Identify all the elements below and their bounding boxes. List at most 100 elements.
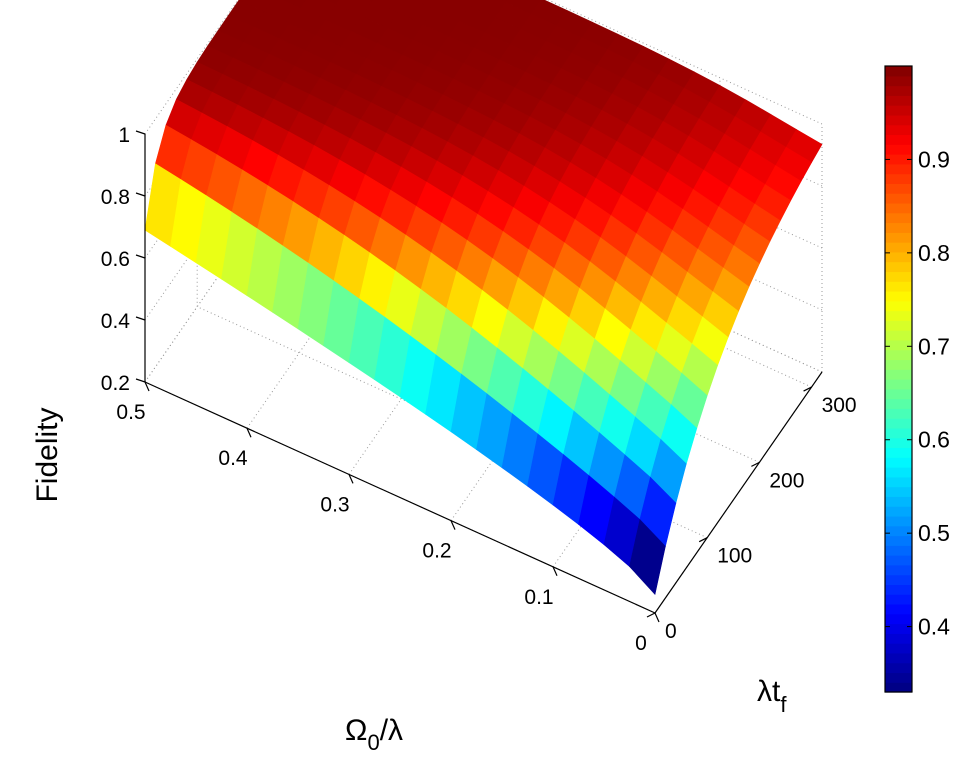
colorbar-step — [885, 202, 912, 214]
colorbar-step — [885, 144, 912, 155]
y-axis-title: λtf — [757, 675, 787, 717]
colorbar-step — [885, 672, 912, 683]
colorbar-step — [885, 662, 912, 674]
colorbar-tick-label: 0.7 — [918, 333, 950, 359]
surface-patch — [456, 0, 474, 7]
colorbar-step — [885, 369, 912, 380]
x-axis-title: Ω0/λ — [345, 714, 403, 755]
colorbar-step — [885, 183, 912, 194]
y-tick-label: 200 — [769, 469, 804, 492]
colorbar-step — [885, 134, 912, 145]
colorbar-step — [885, 603, 912, 615]
colorbar-step — [885, 682, 912, 693]
z-tick-label: 0.6 — [101, 248, 130, 271]
colorbar-step — [885, 114, 912, 126]
colorbar-tick-label: 0.4 — [918, 614, 950, 640]
y-tick-mark — [803, 386, 812, 392]
colorbar-step — [885, 105, 912, 116]
colorbar-step — [885, 310, 912, 321]
colorbar-step — [885, 173, 912, 184]
y-tick-label: 100 — [717, 545, 752, 568]
colorbar-step — [885, 359, 912, 370]
z-tick-mark — [135, 316, 146, 321]
colorbar-step — [885, 535, 912, 546]
colorbar-step — [885, 545, 912, 556]
colorbar-step — [885, 75, 912, 87]
y-axis-line — [654, 371, 823, 614]
z-tick-mark — [135, 378, 146, 383]
colorbar-step — [885, 467, 912, 478]
colorbar-step — [885, 339, 912, 351]
colorbar-step — [885, 222, 912, 233]
y-tick-mark — [698, 537, 708, 543]
axes: 0 0.1 0.2 0.3 0.4 0.5 0 100 200 300 0.2 0.4 0.6 0.8 1 — [101, 124, 857, 655]
surface-patch — [325, 0, 340, 5]
colorbar-step — [885, 251, 912, 263]
y-tick-mark — [646, 612, 656, 618]
x-tick-mark — [654, 612, 660, 623]
x-tick-label: 0.4 — [218, 447, 248, 470]
colorbar-step — [885, 515, 912, 527]
y-tick-label: 300 — [822, 394, 857, 417]
colorbar-step — [885, 574, 912, 586]
colorbar-step — [885, 124, 912, 136]
colorbar-tick-label: 0.5 — [918, 520, 950, 546]
surface-patch — [629, 518, 666, 596]
colorbar-step — [885, 232, 912, 243]
colorbar-step — [885, 379, 912, 390]
colorbar-step — [885, 408, 912, 419]
colorbar-step — [885, 496, 912, 507]
y-tick-label: 0 — [665, 620, 677, 643]
z-tick-label: 0.8 — [101, 186, 130, 209]
x-tick-mark — [246, 427, 252, 438]
colorbar-step — [885, 457, 912, 468]
colorbar-step — [885, 154, 912, 165]
z-tick-label: 0.2 — [101, 372, 130, 395]
colorbar-step — [885, 66, 912, 77]
y-tick-mark — [751, 461, 760, 467]
z-tick-mark — [135, 254, 146, 259]
colorbar-step — [885, 398, 912, 409]
x-tick-label: 0.3 — [320, 493, 349, 516]
colorbar-step — [885, 506, 912, 517]
colorbar-step — [885, 271, 912, 282]
x-tick-mark — [450, 520, 456, 530]
colorbar-step — [885, 212, 912, 224]
colorbar-step — [885, 613, 912, 625]
colorbar-step — [885, 623, 912, 634]
colorbar-step — [885, 437, 912, 449]
x-tick-label: 0.2 — [422, 540, 451, 563]
x-tick-label: 0.1 — [524, 586, 553, 609]
colorbar: 0.4 0.5 0.6 0.7 0.8 0.9 — [884, 65, 950, 693]
colorbar-step — [885, 95, 912, 106]
colorbar-step — [885, 85, 912, 96]
colorbar-step — [885, 242, 912, 253]
colorbar-step — [885, 486, 912, 497]
colorbar-step — [885, 633, 912, 644]
colorbar-step — [885, 261, 912, 273]
colorbar-tick-label: 0.8 — [918, 240, 950, 266]
x-axis-line — [144, 381, 656, 614]
colorbar-step — [885, 300, 912, 312]
colorbar-step — [885, 594, 912, 605]
colorbar-step — [885, 388, 912, 400]
colorbar-step — [885, 652, 912, 664]
colorbar-step — [885, 330, 912, 341]
colorbar-step — [885, 447, 912, 458]
colorbar-step — [885, 320, 912, 331]
x-tick-label: 0.5 — [116, 401, 145, 424]
colorbar-step — [885, 476, 912, 488]
colorbar-step — [885, 564, 912, 576]
z-tick-label: 0.4 — [101, 310, 131, 333]
colorbar-step — [885, 418, 912, 429]
colorbar-tick-label: 0.6 — [918, 427, 950, 453]
colorbar-step — [885, 163, 912, 175]
x-tick-mark — [144, 381, 150, 392]
colorbar-step — [885, 643, 912, 654]
colorbar-tick-label: 0.9 — [918, 146, 950, 172]
fidelity-surface — [144, 0, 823, 596]
colorbar-step — [885, 427, 912, 439]
x-tick-mark — [348, 474, 354, 484]
z-tick-mark — [135, 192, 146, 197]
